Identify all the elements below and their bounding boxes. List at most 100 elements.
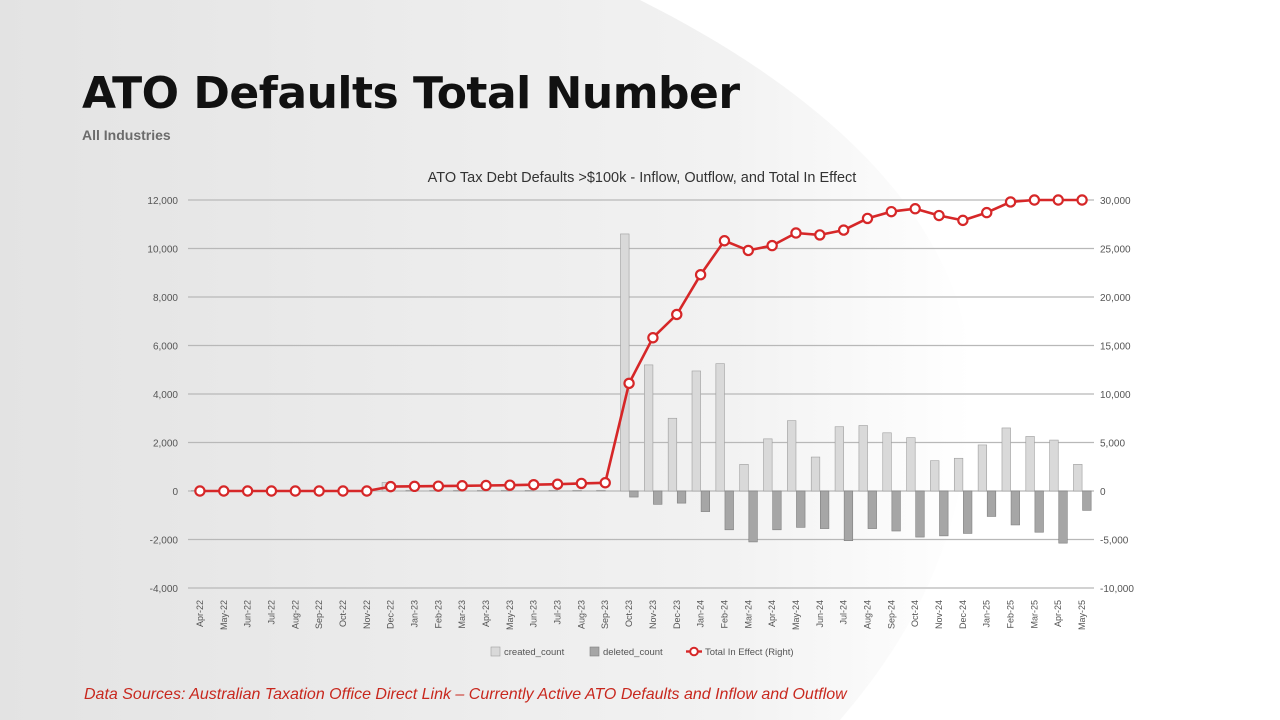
- legend-label-total: Total In Effect (Right): [705, 647, 794, 658]
- total-in-effect-point: [647, 332, 659, 344]
- x-tick-label: Jan-25: [982, 600, 992, 628]
- total-in-effect-point: [1004, 196, 1017, 208]
- created-count-bar: [691, 370, 701, 492]
- deleted-count-bar: [939, 490, 949, 537]
- total-in-effect-point: [289, 485, 301, 497]
- created-count-bar: [977, 444, 988, 492]
- total-in-effect-point: [599, 477, 611, 489]
- created-count-bar: [572, 489, 582, 492]
- x-tick-label: Apr-22: [195, 600, 205, 627]
- created-count-bar: [667, 417, 678, 492]
- total-in-effect-point: [909, 203, 921, 215]
- bar-layer: [191, 233, 1092, 544]
- x-tick-label: May-23: [505, 600, 515, 630]
- x-tick-label: Jun-23: [529, 600, 539, 628]
- x-axis-labels: Apr-22 May-22 Jun-22 Jul-22 Aug-22 Sep-22 Oct-…: [195, 600, 1087, 630]
- y-tick-label: 8,000: [153, 293, 178, 304]
- y-tick-label: 6,000: [153, 342, 178, 353]
- total-in-effect-point: [551, 478, 564, 490]
- x-tick-label: Dec-23: [672, 600, 682, 629]
- deleted-count-bar: [653, 490, 663, 505]
- legend-marker-total: [689, 646, 699, 657]
- x-tick-label: Jan-23: [410, 600, 420, 628]
- y2-tick-label: 15,000: [1100, 342, 1131, 353]
- total-in-effect-point: [1028, 194, 1041, 206]
- deleted-count-bar: [986, 490, 997, 517]
- deleted-count-bar: [772, 490, 782, 531]
- created-count-bar: [620, 233, 630, 492]
- total-in-effect-point: [528, 478, 540, 491]
- total-in-effect-point: [432, 480, 445, 492]
- x-tick-label: Jul-24: [839, 600, 849, 625]
- y-tick-label: -4,000: [150, 584, 179, 595]
- total-in-effect-point: [861, 212, 874, 225]
- total-in-effect-point: [456, 480, 468, 492]
- created-count-bar: [596, 489, 606, 492]
- total-in-effect-point: [480, 479, 492, 492]
- total-in-effect-point: [504, 479, 516, 491]
- x-tick-label: Jun-22: [243, 600, 253, 628]
- y2-tick-label: 10,000: [1100, 390, 1131, 401]
- deleted-count-bar: [796, 490, 806, 528]
- created-count-bar: [906, 437, 916, 492]
- y2-tick-label: 5,000: [1100, 439, 1125, 450]
- legend: created_count deleted_count Total In Effec…: [490, 646, 794, 658]
- x-tick-label: May-24: [791, 600, 801, 630]
- created-count-bar: [953, 457, 964, 492]
- y-tick-label: -2,000: [150, 536, 179, 547]
- x-tick-label: Sep-22: [314, 600, 324, 629]
- deleted-count-bar: [915, 490, 925, 538]
- x-tick-label: Apr-24: [767, 600, 777, 627]
- total-in-effect-point: [718, 235, 731, 247]
- x-tick-label: Feb-25: [1006, 600, 1016, 629]
- total-in-effect-point: [694, 268, 707, 281]
- y2-tick-label: 30,000: [1100, 196, 1131, 207]
- x-tick-label: Feb-23: [433, 600, 443, 629]
- x-tick-label: Oct-22: [338, 600, 348, 627]
- created-count-bar: [810, 456, 821, 492]
- x-tick-label: Sep-24: [886, 600, 896, 629]
- right-axis: 30,000 25,000 20,000 15,000 10,000 5,000 0 -5,0…: [1100, 196, 1134, 595]
- total-in-effect-point: [384, 480, 397, 493]
- created-count-bar: [715, 363, 725, 492]
- created-count-bar: [524, 489, 535, 492]
- x-tick-label: Dec-22: [386, 600, 396, 629]
- total-in-effect-point: [265, 485, 278, 497]
- x-tick-label: Jul-22: [266, 600, 276, 625]
- created-count-bar: [1073, 464, 1083, 492]
- created-count-bar: [548, 489, 558, 492]
- x-tick-label: Mar-24: [743, 600, 753, 629]
- created-count-bar: [1049, 439, 1059, 492]
- y-tick-label: 0: [172, 487, 178, 498]
- total-in-effect-point: [671, 308, 683, 321]
- total-in-effect-point: [790, 227, 802, 239]
- created-count-bar: [739, 464, 749, 492]
- total-in-effect-point: [575, 477, 588, 490]
- x-tick-label: May-25: [1077, 600, 1087, 630]
- total-in-effect-point: [1076, 194, 1088, 206]
- x-tick-label: Feb-24: [719, 600, 729, 629]
- x-tick-label: May-22: [219, 600, 229, 630]
- x-tick-label: Nov-23: [648, 600, 658, 629]
- x-tick-label: Oct-23: [624, 600, 634, 627]
- x-tick-label: Mar-25: [1029, 600, 1039, 629]
- x-tick-label: Nov-22: [362, 600, 372, 629]
- y-tick-label: 12,000: [147, 196, 178, 207]
- left-axis: 12,000 10,000 8,000 6,000 4,000 2,000 0 -2,000 -…: [147, 196, 178, 595]
- total-in-effect-point: [361, 485, 373, 497]
- x-tick-label: Mar-23: [457, 600, 467, 629]
- deleted-count-bar: [843, 490, 854, 542]
- legend-swatch-deleted: [589, 646, 600, 657]
- x-tick-label: Jul-23: [553, 600, 563, 625]
- total-in-effect-point: [337, 485, 349, 497]
- deleted-count-bar: [1082, 490, 1092, 511]
- deleted-count-bar: [629, 490, 639, 498]
- total-in-effect-point: [218, 485, 230, 497]
- total-in-effect-point: [408, 480, 421, 493]
- data-sources-note: Data Sources: Australian Taxation Office…: [84, 686, 847, 703]
- x-tick-label: Jun-24: [815, 600, 825, 628]
- created-count-bar: [644, 364, 654, 492]
- y2-tick-label: 0: [1100, 487, 1106, 498]
- total-in-effect-point: [742, 244, 754, 257]
